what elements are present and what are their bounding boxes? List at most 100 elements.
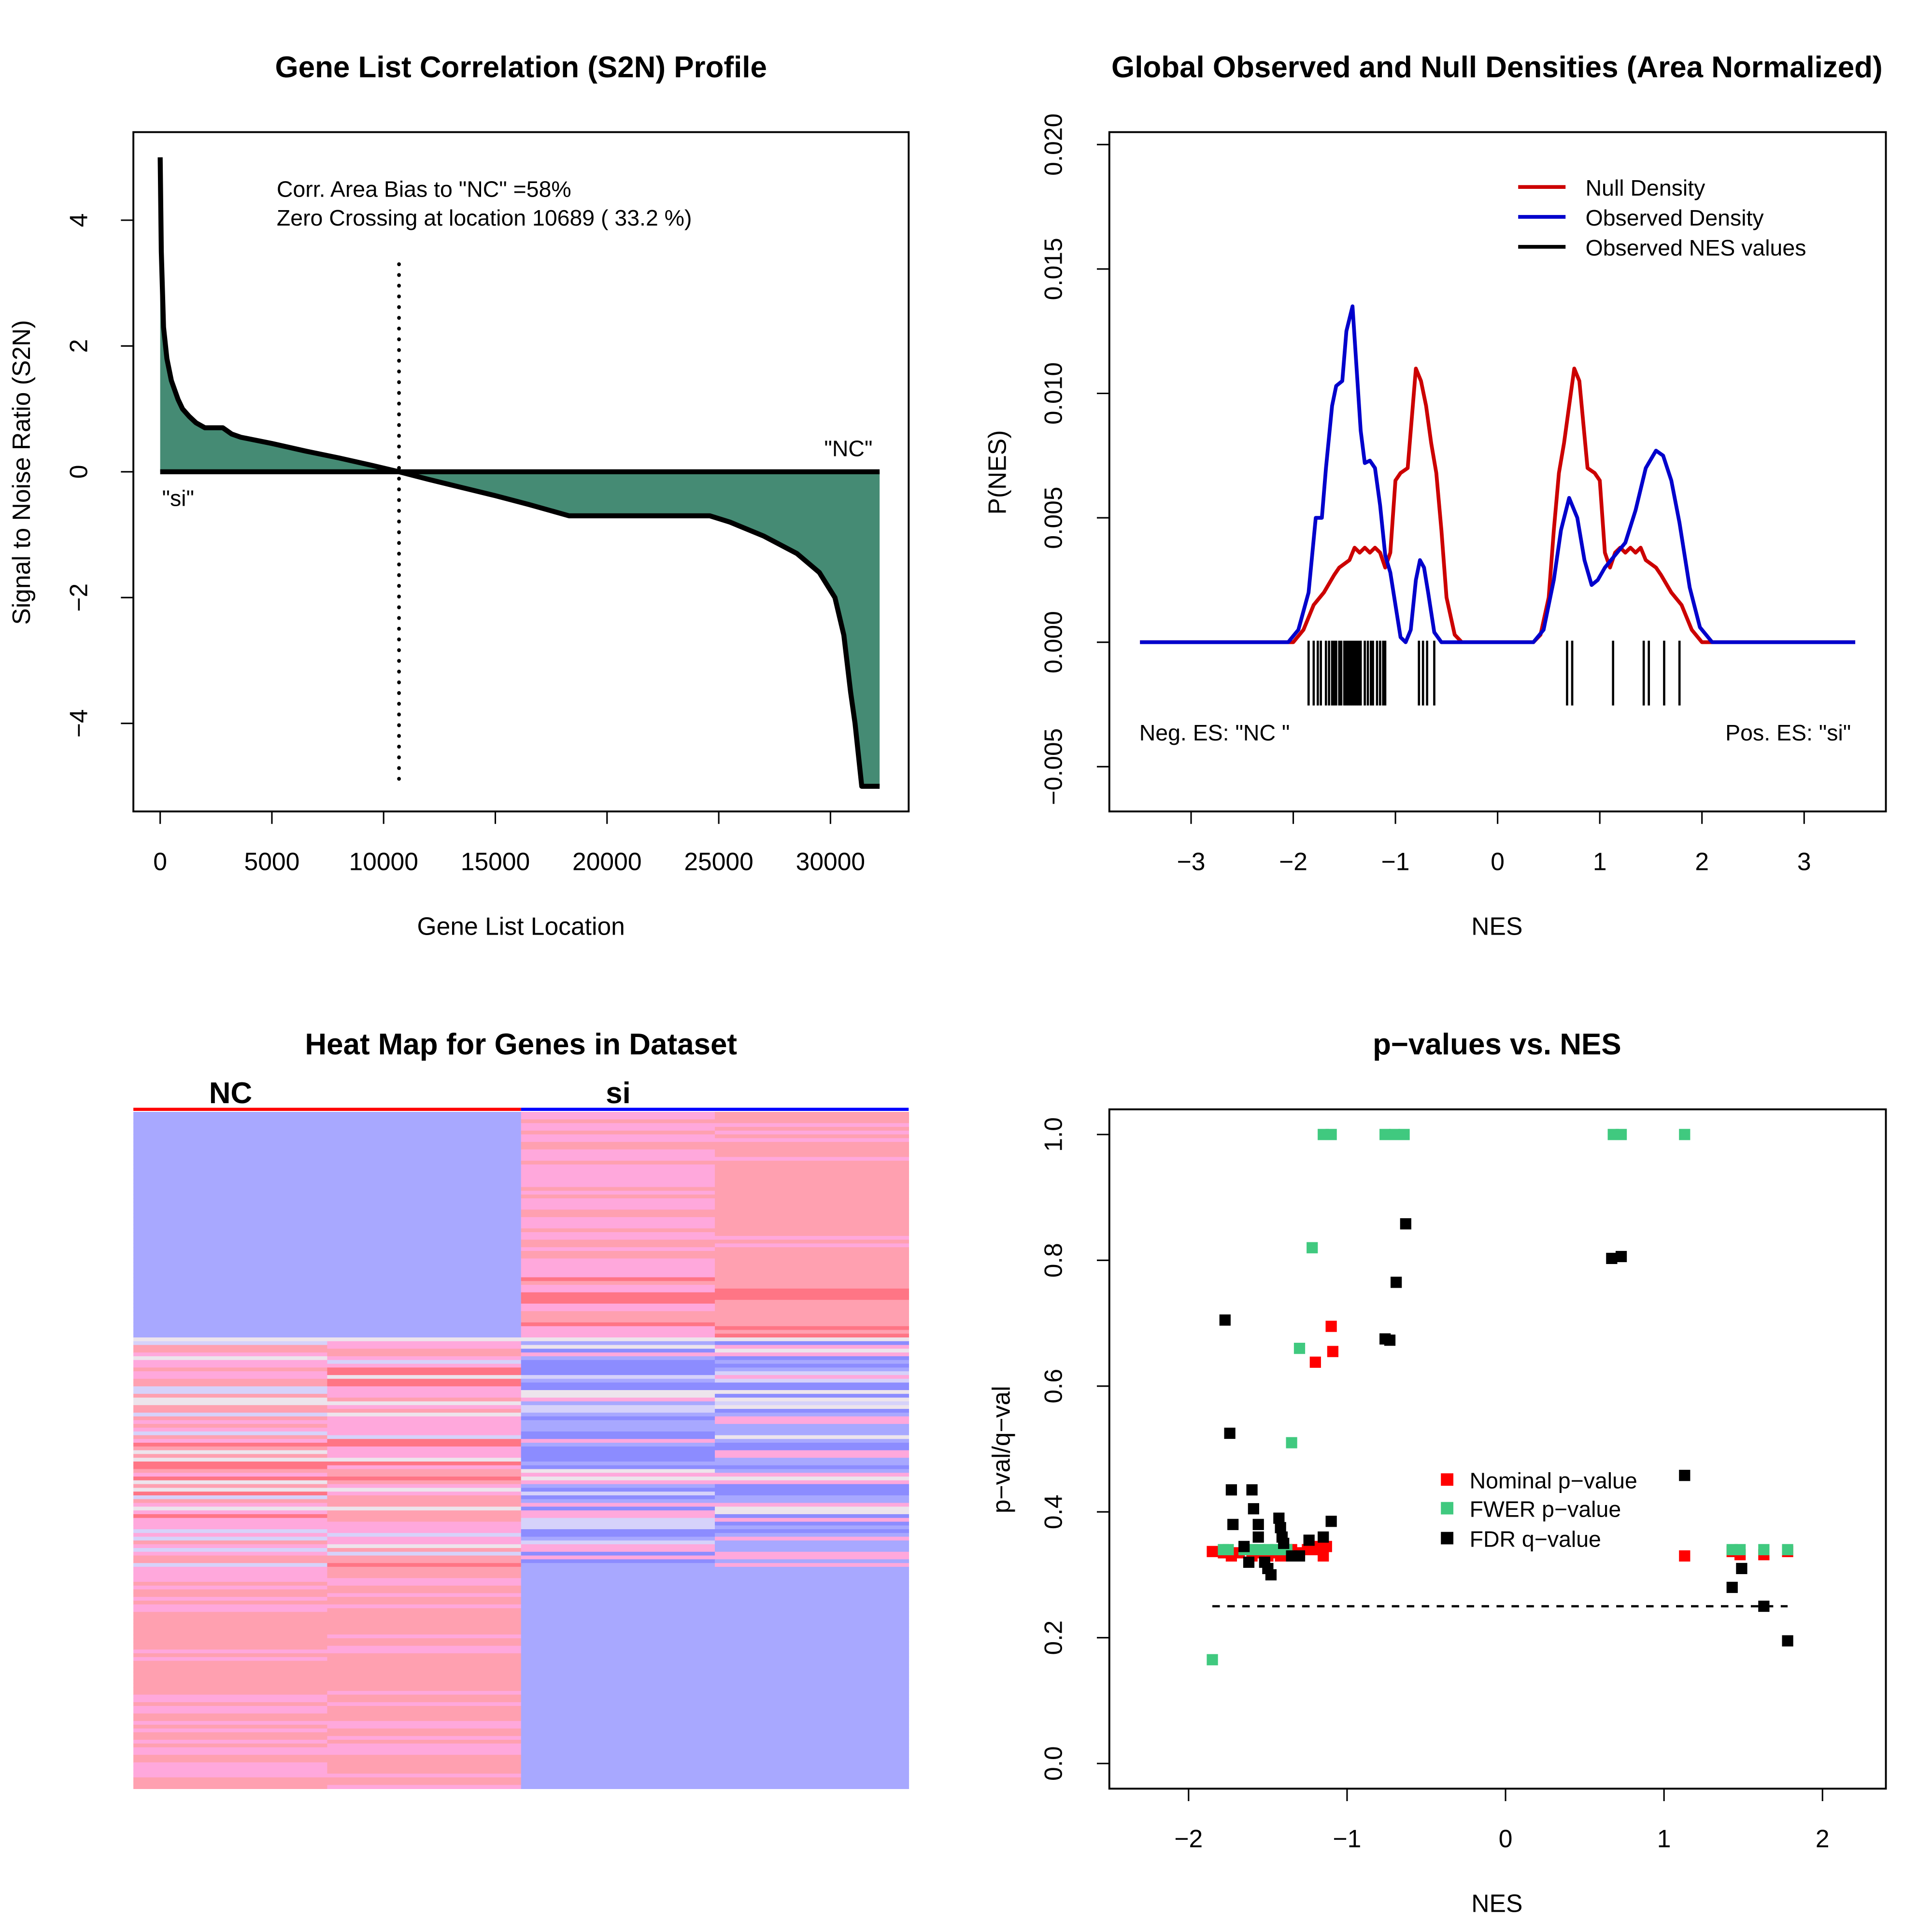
heatmap-cell [521, 1393, 715, 1398]
heatmap-cell [521, 1627, 715, 1632]
heatmap-cell [521, 1544, 715, 1548]
heatmap-cell [327, 1164, 522, 1169]
heatmap-cell [133, 1638, 328, 1643]
heatmap-cell [327, 1717, 522, 1721]
heatmap-cell [521, 1578, 715, 1582]
heatmap-cell [521, 1705, 715, 1710]
heatmap-group-nc: NC [209, 1077, 252, 1110]
heatmap-cell [521, 1668, 715, 1673]
heatmap-cell [521, 1405, 715, 1409]
heatmap-cell [715, 1206, 909, 1210]
fwer-pvalue-point [1307, 1242, 1318, 1253]
heatmap-cell [133, 1266, 328, 1270]
heatmap-cell [133, 1322, 328, 1327]
heatmap-cell [133, 1281, 328, 1285]
heatmap-cell [327, 1277, 522, 1282]
heatmap-cell [521, 1172, 715, 1177]
heatmap-cell [715, 1176, 909, 1180]
heatmap-cell [133, 1224, 328, 1229]
heatmap-cell [327, 1668, 522, 1673]
heatmap-cell [715, 1469, 909, 1474]
heatmap-cell [521, 1492, 715, 1496]
heatmap-cell [715, 1427, 909, 1432]
heatmap-cell [327, 1616, 522, 1620]
heatmap-cell [715, 1518, 909, 1522]
legend-observed-label: Observed Density [1586, 205, 1764, 230]
heatmap-cell [521, 1623, 715, 1628]
heatmap-cell [133, 1202, 328, 1207]
heatmap-cell [133, 1736, 328, 1740]
heatmap-cell [133, 1555, 328, 1560]
heatmap-cell [715, 1439, 909, 1443]
heatmap-cell [715, 1533, 909, 1537]
heatmap-cell [133, 1631, 328, 1635]
heatmap-cell [327, 1446, 522, 1451]
density-x-tick-label: −1 [1381, 847, 1410, 875]
heatmap-cell [521, 1631, 715, 1635]
heatmap-cell [327, 1473, 522, 1477]
heatmap-cell [133, 1774, 328, 1778]
heatmap-cell [327, 1153, 522, 1158]
heatmap-cell [327, 1254, 522, 1259]
heatmap-cell [133, 1111, 328, 1116]
heatmap-cell [327, 1134, 522, 1139]
heatmap-cell [327, 1506, 522, 1511]
heatmap-cell [715, 1724, 909, 1729]
density-y-tick-label: 0.015 [1039, 238, 1067, 300]
fdr-qvalue-point [1384, 1335, 1396, 1346]
heatmap-cell [133, 1390, 328, 1394]
heatmap-cell [133, 1510, 328, 1515]
heatmap-cell [715, 1408, 909, 1413]
pvalue-x-tick-label: −2 [1174, 1825, 1203, 1853]
heatmap-cell [521, 1161, 715, 1165]
heatmap-cell [715, 1393, 909, 1398]
s2n-label-si: "si" [162, 486, 194, 511]
heatmap-cell [327, 1364, 522, 1368]
heatmap-cell [521, 1307, 715, 1312]
heatmap-cell [133, 1164, 328, 1169]
heatmap-cell [521, 1341, 715, 1346]
heatmap-cell [715, 1653, 909, 1658]
pvalue-xlabel: NES [1471, 1889, 1522, 1918]
heatmap-cell [715, 1503, 909, 1507]
heatmap-cell [715, 1273, 909, 1278]
density-plot-frame [1108, 131, 1887, 812]
heatmap-cell [327, 1341, 522, 1346]
heatmap-cell [715, 1123, 909, 1127]
heatmap-cell [521, 1296, 715, 1300]
heatmap-cell [133, 1247, 328, 1251]
heatmap-cell [521, 1337, 715, 1342]
heatmap-cell [133, 1209, 328, 1214]
heatmap-cell [133, 1506, 328, 1511]
heatmap-cell [521, 1661, 715, 1665]
heatmap-cell [521, 1740, 715, 1744]
heatmap-cell [133, 1465, 328, 1470]
heatmap-cell [521, 1364, 715, 1368]
heatmap-cell [133, 1123, 328, 1127]
heatmap-cell [521, 1269, 715, 1274]
heatmap-cell [521, 1657, 715, 1662]
heatmap-cell [327, 1416, 522, 1421]
heatmap-cell [715, 1446, 909, 1451]
heatmap-cell [327, 1243, 522, 1248]
heatmap-cell [715, 1307, 909, 1312]
heatmap-cell [521, 1330, 715, 1335]
fdr-qvalue-point [1224, 1427, 1236, 1439]
heatmap-cell [327, 1548, 522, 1552]
heatmap-cell [715, 1198, 909, 1203]
heatmap-cell [327, 1334, 522, 1338]
heatmap-cell [521, 1766, 715, 1771]
heatmap-cell [327, 1721, 522, 1725]
heatmap-cell [327, 1593, 522, 1597]
heatmap-cell [715, 1548, 909, 1552]
heatmap-cell [133, 1582, 328, 1586]
fdr-qvalue-point [1265, 1569, 1277, 1581]
heatmap-cell [521, 1762, 715, 1767]
heatmap-cell [521, 1127, 715, 1131]
heatmap-cell [715, 1420, 909, 1424]
heatmap-cell [521, 1717, 715, 1721]
heatmap-cell [715, 1646, 909, 1650]
heatmap-cell [133, 1119, 328, 1124]
heatmap-cell [715, 1360, 909, 1364]
heatmap-cell [327, 1687, 522, 1691]
